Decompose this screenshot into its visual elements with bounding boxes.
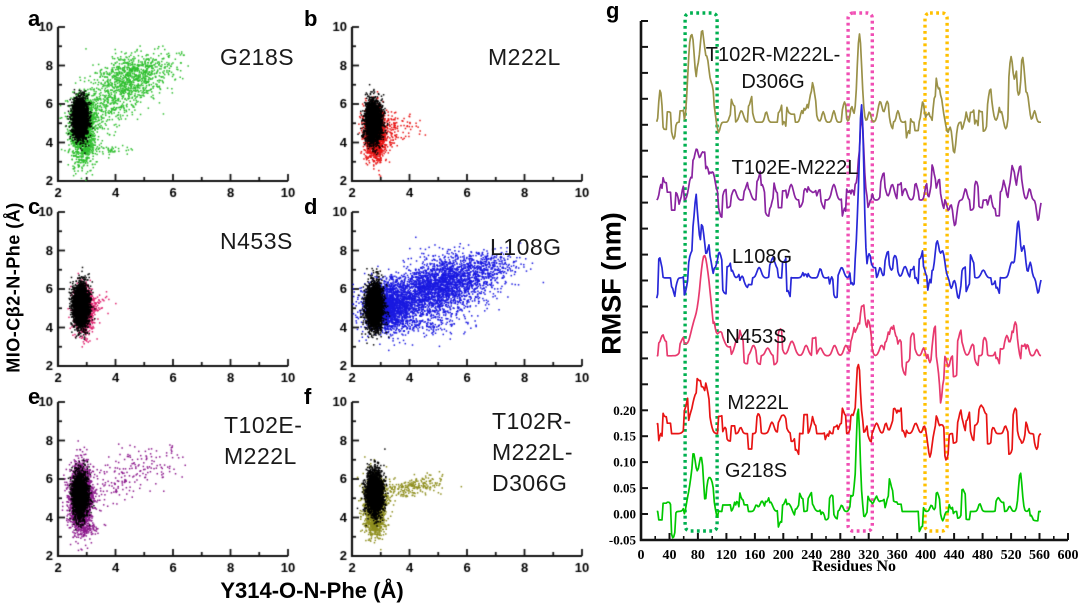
svg-text:-0.05: -0.05 — [609, 533, 637, 548]
svg-text:520: 520 — [1001, 548, 1022, 563]
scatter-plot-l108g — [322, 202, 622, 402]
svg-text:0: 0 — [638, 548, 645, 563]
mutant-label-line: M222L — [224, 443, 297, 469]
trace-label-n453s: N453S — [725, 326, 787, 348]
trace-label-line: D306G — [741, 71, 805, 93]
trace-label-t102e-m222l: T102E-M222L — [731, 157, 859, 179]
scatter-x-axis-label: Y314-O-N-Phe (Å) — [220, 578, 404, 603]
svg-text:120: 120 — [716, 548, 737, 563]
svg-text:160: 160 — [744, 548, 765, 563]
scatter-panel-b: M222L — [322, 17, 622, 217]
scatter-y-axis-label: MIO-Cβ2-N-Phe (Å) — [3, 202, 24, 373]
mutant-label-t102r-m222l-d306g: T102R- M222L- D306G — [492, 406, 573, 499]
scatter-plot-g218s — [28, 17, 328, 217]
mutant-label-line: D306G — [492, 470, 568, 496]
svg-text:0.20: 0.20 — [613, 403, 636, 418]
svg-text:320: 320 — [858, 548, 879, 563]
svg-text:560: 560 — [1029, 548, 1050, 563]
svg-text:400: 400 — [915, 548, 936, 563]
svg-text:280: 280 — [830, 548, 851, 563]
rmsf-x-axis-label: Residues No — [811, 558, 896, 575]
rmsf-y-axis-label: RMSF (nm) — [596, 212, 627, 355]
trace-label-l108g: L108G — [731, 246, 793, 268]
mutant-label-line: T102E- — [224, 412, 303, 438]
svg-text:80: 80 — [691, 548, 705, 563]
trace-label-g218s: G218S — [724, 460, 788, 482]
trace-label-line: T102R-M222L- — [705, 44, 841, 66]
rmsf-panel: -0.05 0.00 0.05 0.10 0.15 0.20 0 40 80 120 160 200 2… — [600, 0, 1080, 613]
svg-text:40: 40 — [663, 548, 677, 563]
scatter-plot-t102r-m222l-d306g — [322, 392, 622, 592]
svg-text:360: 360 — [887, 548, 908, 563]
mutant-label-line: M222L- — [492, 439, 573, 465]
scatter-plot-n453s — [28, 202, 328, 402]
scatter-panel-d: L108G — [322, 202, 622, 402]
scatter-plot-m222l — [322, 17, 622, 217]
trace-label-t102r-m222l-d306g: T102R-M222L- D306G — [668, 42, 878, 96]
svg-text:0.10: 0.10 — [613, 455, 636, 470]
scatter-panel-f: T102R- M222L- D306G — [322, 392, 622, 592]
svg-text:600: 600 — [1058, 548, 1079, 563]
mutant-label-l108g: L108G — [490, 234, 562, 260]
scatter-panel-a: G218S — [28, 17, 328, 217]
mutant-label-n453s: N453S — [220, 228, 293, 254]
svg-text:0.05: 0.05 — [613, 481, 636, 496]
svg-text:200: 200 — [773, 548, 794, 563]
scatter-panel-c: N453S — [28, 202, 328, 402]
svg-text:480: 480 — [972, 548, 993, 563]
mutant-label-m222l: M222L — [488, 44, 561, 70]
scatter-panel-e: T102E- M222L — [28, 392, 328, 592]
mutant-label-line: T102R- — [492, 408, 572, 434]
svg-text:0.15: 0.15 — [613, 429, 636, 444]
trace-label-m222l: M222L — [727, 392, 789, 414]
svg-text:440: 440 — [944, 548, 965, 563]
svg-text:240: 240 — [801, 548, 822, 563]
mutant-label-t102e-m222l: T102E- M222L — [224, 410, 302, 472]
mutant-label-g218s: G218S — [220, 44, 295, 70]
scatter-plot-t102e-m222l — [28, 392, 328, 592]
svg-text:0.00: 0.00 — [613, 507, 636, 522]
